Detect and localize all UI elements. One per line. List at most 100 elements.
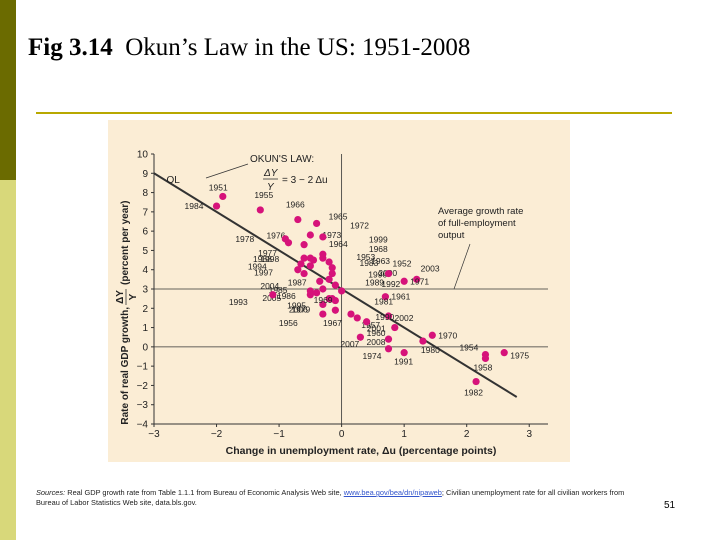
data-point-label: 1964 xyxy=(329,239,348,249)
full-employment-label-line: of full-employment xyxy=(438,218,516,229)
data-point-label: 1976 xyxy=(266,231,285,241)
data-point-2000 xyxy=(328,264,336,272)
data-point-1990 xyxy=(331,306,339,314)
x-tick-label: 1 xyxy=(401,429,407,440)
data-point-label: 1967 xyxy=(323,318,342,328)
data-point-1995 xyxy=(325,295,333,303)
data-point-2001 xyxy=(391,323,399,332)
data-point-1960 xyxy=(363,318,371,326)
data-point-label: 1981 xyxy=(374,297,393,307)
data-point-label: 1979 xyxy=(291,305,310,315)
data-point-label: 1984 xyxy=(185,201,204,211)
x-tick-label: −1 xyxy=(273,429,285,440)
data-point-1967 xyxy=(347,310,355,318)
data-point-1969 xyxy=(338,287,346,295)
data-point-label: 1998 xyxy=(260,254,279,264)
data-point-label: 1999 xyxy=(369,234,388,244)
x-tick-label: −3 xyxy=(148,429,160,440)
data-point-label: 1983 xyxy=(359,258,378,268)
data-point-1991 xyxy=(400,349,408,357)
data-point-label: 1963 xyxy=(371,256,390,266)
data-point-label: 1990 xyxy=(375,312,394,322)
data-point-label: 2007 xyxy=(340,339,359,349)
data-point-1952 xyxy=(384,269,393,278)
data-point-1964 xyxy=(319,233,327,241)
data-point-1956 xyxy=(319,310,327,318)
sources-text-2: ; Civilian unemployment rate for all civ… xyxy=(36,488,625,507)
data-point-label: 1952 xyxy=(393,259,412,269)
x-axis-label: Change in unemployment rate, Δu (percent… xyxy=(226,445,497,457)
y-axis-label-fraction-den: Y xyxy=(128,293,139,300)
y-tick-label: 7 xyxy=(142,207,148,218)
data-point-label: 1986 xyxy=(277,291,296,301)
sources-label: Sources: xyxy=(36,488,66,497)
x-tick-label: 2 xyxy=(464,429,470,440)
y-tick-label: 0 xyxy=(142,342,148,353)
full-employment-label-line: output xyxy=(438,230,465,241)
data-point-label: 1974 xyxy=(363,351,382,361)
data-point-label: 1954 xyxy=(459,343,478,353)
data-point-1958 xyxy=(481,354,490,363)
y-tick-label: 4 xyxy=(142,265,148,276)
y-axis-label-group: Rate of real GDP growth, ΔY Y (percent per … xyxy=(115,201,139,425)
data-point-1994 xyxy=(294,266,302,274)
data-point-1970 xyxy=(428,331,436,339)
sources-link[interactable]: www.bea.gov/bea/dn/nipaweb xyxy=(343,488,442,497)
y-axis-label-main: Rate of real GDP growth, xyxy=(120,307,131,425)
data-point-label: 1970 xyxy=(438,330,457,340)
data-point-label: 1997 xyxy=(254,268,273,278)
data-point-2006 xyxy=(319,300,327,309)
data-point-label: 2004 xyxy=(260,281,279,291)
data-point-1973 xyxy=(306,231,314,239)
data-point-2003 xyxy=(413,275,421,283)
y-tick-label: 2 xyxy=(142,304,148,315)
data-point-1977 xyxy=(300,254,308,262)
data-point-1966 xyxy=(294,215,302,224)
okun-law-lhs-numerator: ΔY xyxy=(263,168,279,179)
data-point-label: 1972 xyxy=(350,221,369,231)
data-point-1996 xyxy=(328,269,336,278)
data-point-label: 1992 xyxy=(381,279,400,289)
data-point-1982 xyxy=(472,377,480,386)
data-point-label: 1971 xyxy=(410,276,429,286)
data-point-1993 xyxy=(269,291,277,299)
sources-text-3: data.bls.gov xyxy=(155,498,195,507)
data-point-label: 1996 xyxy=(368,270,387,280)
data-point-label: 1982 xyxy=(464,388,483,398)
data-point-1983 xyxy=(309,256,318,264)
data-point-2002 xyxy=(384,312,393,320)
data-point-1975 xyxy=(500,349,508,357)
y-tick-label: 9 xyxy=(142,169,148,180)
y-tick-label: −4 xyxy=(137,420,149,431)
data-point-1987 xyxy=(316,277,324,285)
data-point-1957 xyxy=(353,314,361,322)
y-tick-label: 5 xyxy=(142,246,148,257)
figure-title-text: Okun’s Law in the US: 1951-2008 xyxy=(125,34,471,61)
data-point-1961 xyxy=(381,293,389,301)
y-tick-label: 8 xyxy=(142,188,148,199)
slide-title: Fig 3.14 Okun’s Law in the US: 1951-2008 xyxy=(28,34,470,62)
data-point-label: 2008 xyxy=(367,337,386,347)
data-point-1980 xyxy=(419,337,427,345)
data-point-label: 1969 xyxy=(314,295,333,305)
data-point-1965 xyxy=(313,219,321,228)
okun-law-title: OKUN'S LAW: xyxy=(250,154,314,165)
data-point-2008 xyxy=(384,335,393,343)
y-tick-label: 10 xyxy=(137,150,149,161)
data-point-label: 1994 xyxy=(248,262,267,272)
data-point-2007 xyxy=(356,333,364,341)
sidebar-accent-light xyxy=(0,180,16,540)
full-employment-label-line: Average growth rate xyxy=(438,206,523,217)
data-point-label: 2003 xyxy=(421,263,440,273)
data-point-label: 1980 xyxy=(421,345,440,355)
data-point-1978 xyxy=(281,235,289,243)
figure-number: Fig 3.14 xyxy=(28,34,113,61)
data-point-1979 xyxy=(331,296,339,305)
data-point-label: 1985 xyxy=(269,285,288,295)
data-point-1963 xyxy=(325,258,333,266)
y-axis-label-units: (percent per year) xyxy=(120,201,131,285)
data-point-1955 xyxy=(256,206,264,214)
data-point-1985 xyxy=(313,289,321,297)
chart-panel: −4 −3 −2 −1 0 1 2 3 4 5 6 7 8 9 10 −3 −2 −1 0 1 2 3 OL OKUN'S L… xyxy=(108,120,570,462)
